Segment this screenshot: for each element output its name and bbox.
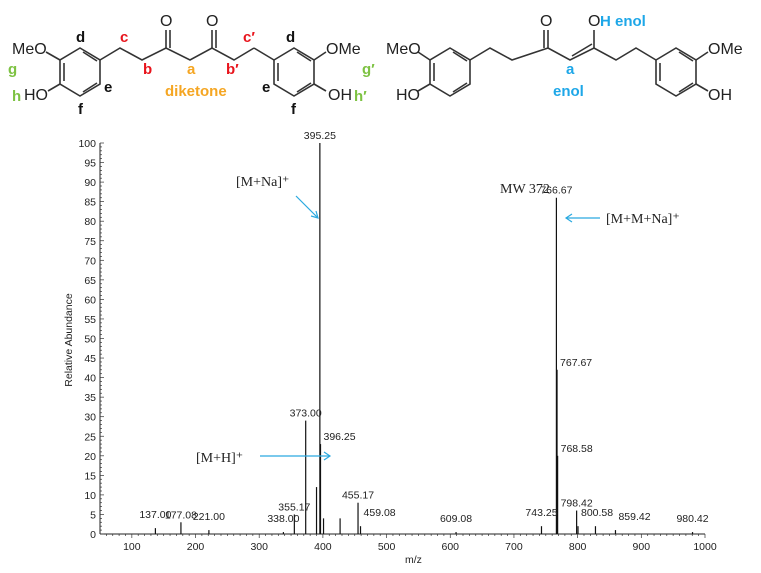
x-tick-label: 800 [569,541,587,553]
peak-label-459.08: 459.08 [364,507,396,519]
y-tick-label: 90 [84,177,96,189]
ho-left: HO [24,87,48,104]
arrow-m-na [295,195,319,219]
label-b: b [143,61,152,78]
label-diketone: diketone [165,83,227,100]
peak-label-768.58: 768.58 [561,443,593,455]
peak-label-221.00: 221.00 [193,511,225,523]
x-tick-label: 300 [250,541,268,553]
label-e-left: e [104,79,112,96]
peak-label-609.08: 609.08 [440,513,472,525]
y-tick-label: 20 [84,451,96,463]
enol-meo-left: MeO [386,41,421,58]
enol-ho-left: HO [396,87,420,104]
label-h: h [12,88,21,105]
peak-label-766.67: 766.67 [540,185,572,197]
y-tick-label: 10 [84,490,96,502]
y-tick-label: 70 [84,255,96,267]
arrowhead-m-m-na [564,213,573,223]
peak-label-355.17: 355.17 [278,501,310,513]
x-tick-label: 900 [633,541,651,553]
meo-left: MeO [12,41,47,58]
peak-label-798.42: 798.42 [561,498,593,510]
peak-label-767.67: 767.67 [560,357,592,369]
x-tick-label: 100 [123,541,141,553]
x-axis-label: m/z [405,554,422,566]
y-tick-label: 5 [90,509,96,521]
peak-label-859.42: 859.42 [618,511,650,523]
annotation-m-na: [M+Na]⁺ [236,175,289,190]
y-tick-label: 100 [78,138,96,150]
label-d-left: d [76,29,85,46]
enol-oh-right: OH [708,87,732,104]
label-e-right: e [262,79,270,96]
enol-hydroxyl-o: O [588,13,600,30]
peak-label-338.00: 338.00 [267,513,299,525]
label-d-right: d [286,29,295,46]
carbonyl-o1: O [160,13,172,30]
arrowhead-m-h [323,451,332,461]
annotation-mw: MW 372 [500,182,550,197]
label-g-prime: g′ [362,61,375,78]
label-h-prime: h′ [354,88,367,105]
x-tick-label: 400 [314,541,332,553]
y-axis-label: Relative Abundance [63,293,75,387]
peak-label-800.58: 800.58 [581,507,613,519]
y-tick-label: 30 [84,412,96,424]
y-tick-label: 85 [84,197,96,209]
label-c-prime: c′ [243,29,255,46]
y-tick-label: 40 [84,373,96,385]
peak-label-455.17: 455.17 [342,490,374,502]
peak-label-743.25: 743.25 [525,507,557,519]
label-g: g [8,61,17,78]
label-a: a [187,61,196,78]
label-b-prime: b′ [226,61,239,78]
enol-carbonyl-o: O [540,13,552,30]
x-tick-label: 200 [187,541,205,553]
x-tick-label: 600 [441,541,459,553]
peak-label-177.08: 177.08 [165,509,197,521]
peak-label-396.25: 396.25 [324,431,356,443]
y-tick-label: 25 [84,431,96,443]
label-f-left: f [78,101,84,118]
y-tick-label: 0 [90,529,96,541]
label-f-right: f [291,101,297,118]
chemical-structures: MeO HO O O OMe OH d e f g h c b a b′ c′ … [8,13,743,118]
y-tick-label: 95 [84,158,96,170]
diketone-bonds [45,30,327,97]
y-tick-label: 15 [84,470,96,482]
label-c: c [120,29,128,46]
ome-right: OMe [326,41,361,58]
peak-label-137.00: 137.00 [139,509,171,521]
y-tick-label: 65 [84,275,96,287]
annotation-m-m-na: [M+M+Na]⁺ [606,212,680,227]
y-tick-label: 45 [84,353,96,365]
arrowhead-m-na [310,210,319,219]
peak-label-373.00: 373.00 [290,408,322,420]
y-tick-label: 60 [84,294,96,306]
carbonyl-o2: O [206,13,218,30]
annotation-m-h: [M+H]⁺ [196,451,243,466]
y-tick-label: 75 [84,236,96,248]
y-tick-label: 80 [84,216,96,228]
x-tick-label: 1000 [693,541,717,553]
y-tick-label: 50 [84,334,96,346]
oh-right: OH [328,87,352,104]
x-tick-label: 500 [378,541,396,553]
enol-label-a: a [566,61,575,78]
y-tick-label: 35 [84,392,96,404]
y-tick-label: 55 [84,314,96,326]
enol-ome-right: OMe [708,41,743,58]
peak-label-395.25: 395.25 [304,130,336,142]
label-enol: enol [553,83,584,100]
enol-bonds [417,30,709,97]
x-tick-label: 700 [505,541,523,553]
label-h-enol: H enol [600,13,646,30]
peak-label-980.42: 980.42 [676,513,708,525]
